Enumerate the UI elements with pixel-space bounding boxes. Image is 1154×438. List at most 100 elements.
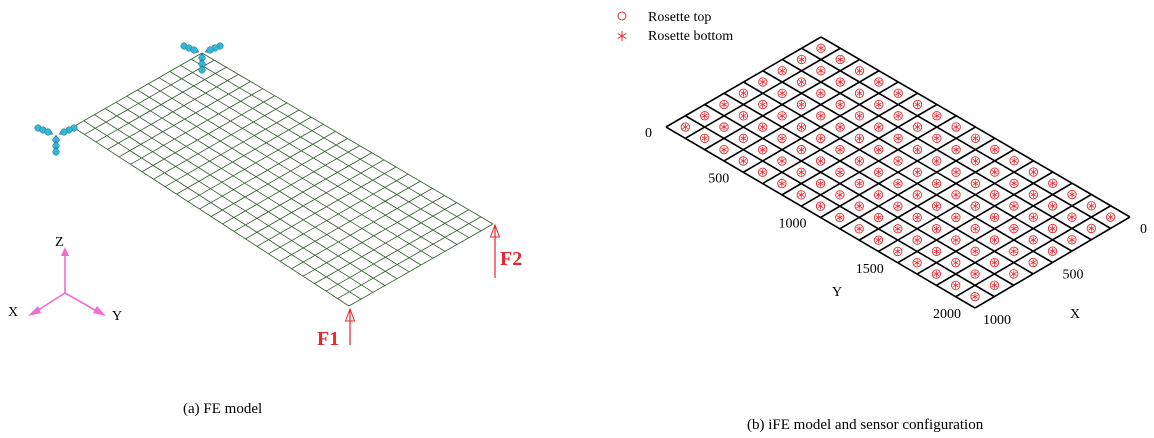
asterisk-stroke xyxy=(972,272,979,276)
rosette-bottom-marker-icon xyxy=(952,259,959,266)
rosette-top-marker-icon xyxy=(835,145,845,155)
asterisk-stroke xyxy=(856,91,863,96)
rosette-sensor xyxy=(893,133,903,144)
rosette-sensor xyxy=(951,212,961,223)
asterisk-stroke xyxy=(798,192,805,197)
y-axis-title: Y xyxy=(832,285,842,300)
rosette-top-marker-icon xyxy=(874,167,884,177)
rosette-top-marker-icon xyxy=(738,133,748,144)
rosette-top-marker-icon xyxy=(874,122,884,132)
rosette-top-marker-icon xyxy=(970,224,980,234)
rosette-bottom-marker-icon xyxy=(837,78,844,86)
rosette-sensor xyxy=(1009,201,1019,211)
mesh-line xyxy=(141,95,275,173)
rosette-bottom-marker-icon xyxy=(1010,202,1017,210)
rosette-top-marker-icon xyxy=(816,156,826,166)
rosette-bottom-marker-icon xyxy=(740,157,747,165)
rosette-top-marker-icon xyxy=(893,224,903,234)
rosette-top-marker-icon xyxy=(777,88,787,98)
asterisk-stroke xyxy=(1030,170,1037,174)
asterisk-stroke xyxy=(894,249,901,254)
rosette-bottom-marker-icon xyxy=(914,191,921,199)
mesh-line xyxy=(187,123,324,202)
asterisk-stroke xyxy=(836,192,843,197)
asterisk-stroke xyxy=(875,80,882,84)
asterisk-stroke xyxy=(972,294,979,299)
asterisk-stroke xyxy=(875,192,882,197)
rosette-sensor xyxy=(835,212,845,223)
asterisk-stroke xyxy=(856,68,863,73)
rosette-bottom-marker-icon xyxy=(817,135,824,142)
rosette-sensor xyxy=(835,54,845,65)
rosette-bottom-marker-icon xyxy=(1088,202,1095,210)
asterisk-stroke xyxy=(856,136,863,141)
rosette-bottom-marker-icon xyxy=(779,90,786,97)
asterisk-stroke xyxy=(914,215,921,220)
rosette-bottom-marker-icon xyxy=(1068,213,1075,221)
rosette-bottom-marker-icon xyxy=(1088,225,1095,232)
rosette-sensor xyxy=(777,133,787,144)
rosette-sensor xyxy=(989,235,1000,245)
rosette-sensor xyxy=(835,145,845,155)
asterisk-stroke xyxy=(933,181,940,186)
rosette-bottom-marker-icon xyxy=(1049,225,1056,232)
rosette-sensor xyxy=(854,111,865,121)
rosette-top-marker-icon xyxy=(893,133,903,144)
rosette-bottom-marker-icon xyxy=(798,56,805,63)
rosette-top-marker-icon xyxy=(951,212,961,223)
rosette-sensor xyxy=(758,145,768,155)
rosette-top-marker-icon xyxy=(796,54,807,65)
asterisk-stroke xyxy=(759,102,766,107)
asterisk-stroke xyxy=(798,57,805,62)
mesh-line xyxy=(84,59,215,135)
rosette-top-marker-icon xyxy=(816,133,826,144)
rosette-top-marker-icon xyxy=(719,122,729,132)
rosette-bottom-marker-icon xyxy=(740,112,747,120)
rosette-sensor xyxy=(700,111,710,121)
asterisk-stroke xyxy=(933,204,940,209)
rosette-bottom-marker-icon xyxy=(875,236,882,244)
rosette-sensor xyxy=(951,190,961,200)
mesh-line xyxy=(233,152,372,232)
asterisk-stroke xyxy=(779,136,786,141)
mesh-line xyxy=(268,173,409,255)
rosette-top-marker-icon xyxy=(777,156,787,166)
rosette-bottom-marker-icon xyxy=(991,146,998,153)
rosette-sensor xyxy=(931,224,942,234)
rosette-top-marker-icon xyxy=(777,133,787,144)
rosette-sensor xyxy=(932,111,942,121)
rosette-sensor xyxy=(874,77,884,87)
rosette-top-marker-icon xyxy=(1067,189,1077,200)
rosette-bottom-marker-icon xyxy=(914,146,921,153)
rosette-bottom-marker-icon xyxy=(817,45,824,52)
ife-model-panel: Rosette top Rosette bottom 0 500 1000 1500 2… xyxy=(617,10,1147,433)
rosette-top-marker-icon xyxy=(874,99,884,110)
rosette-bottom-marker-icon xyxy=(894,248,901,255)
coordinate-triad-icon xyxy=(28,247,106,316)
asterisk-stroke xyxy=(1010,226,1017,231)
rosette-sensor xyxy=(815,178,826,189)
rosette-top-marker-icon xyxy=(617,11,627,21)
rosette-bottom-marker-icon xyxy=(953,123,960,131)
rosette-bottom-marker-icon xyxy=(914,101,921,108)
rosette-top-marker-icon xyxy=(854,88,865,98)
support-ball xyxy=(190,46,198,54)
asterisk-stroke xyxy=(817,159,824,163)
rosette-top-marker-icon xyxy=(777,178,787,189)
rosette-bottom-marker-icon xyxy=(895,157,902,165)
rosette-bottom-marker-icon xyxy=(952,236,959,244)
rosette-bottom-marker-icon xyxy=(856,225,863,233)
mesh-line xyxy=(210,138,348,217)
rosette-top-marker-icon xyxy=(758,122,768,132)
asterisk-stroke xyxy=(952,192,959,197)
rosette-bottom-marker-icon xyxy=(972,270,979,278)
rosette-top-marker-icon xyxy=(1009,178,1019,189)
rosette-top-marker-icon xyxy=(912,167,922,177)
rosette-sensor xyxy=(1028,167,1039,177)
rosette-sensor xyxy=(970,246,980,256)
rosette-top-marker-icon xyxy=(719,99,729,110)
asterisk-stroke xyxy=(759,170,766,175)
mesh-line xyxy=(153,102,288,180)
rosette-bottom-marker-icon xyxy=(836,191,843,199)
rosette-bottom-marker-icon xyxy=(701,112,708,119)
